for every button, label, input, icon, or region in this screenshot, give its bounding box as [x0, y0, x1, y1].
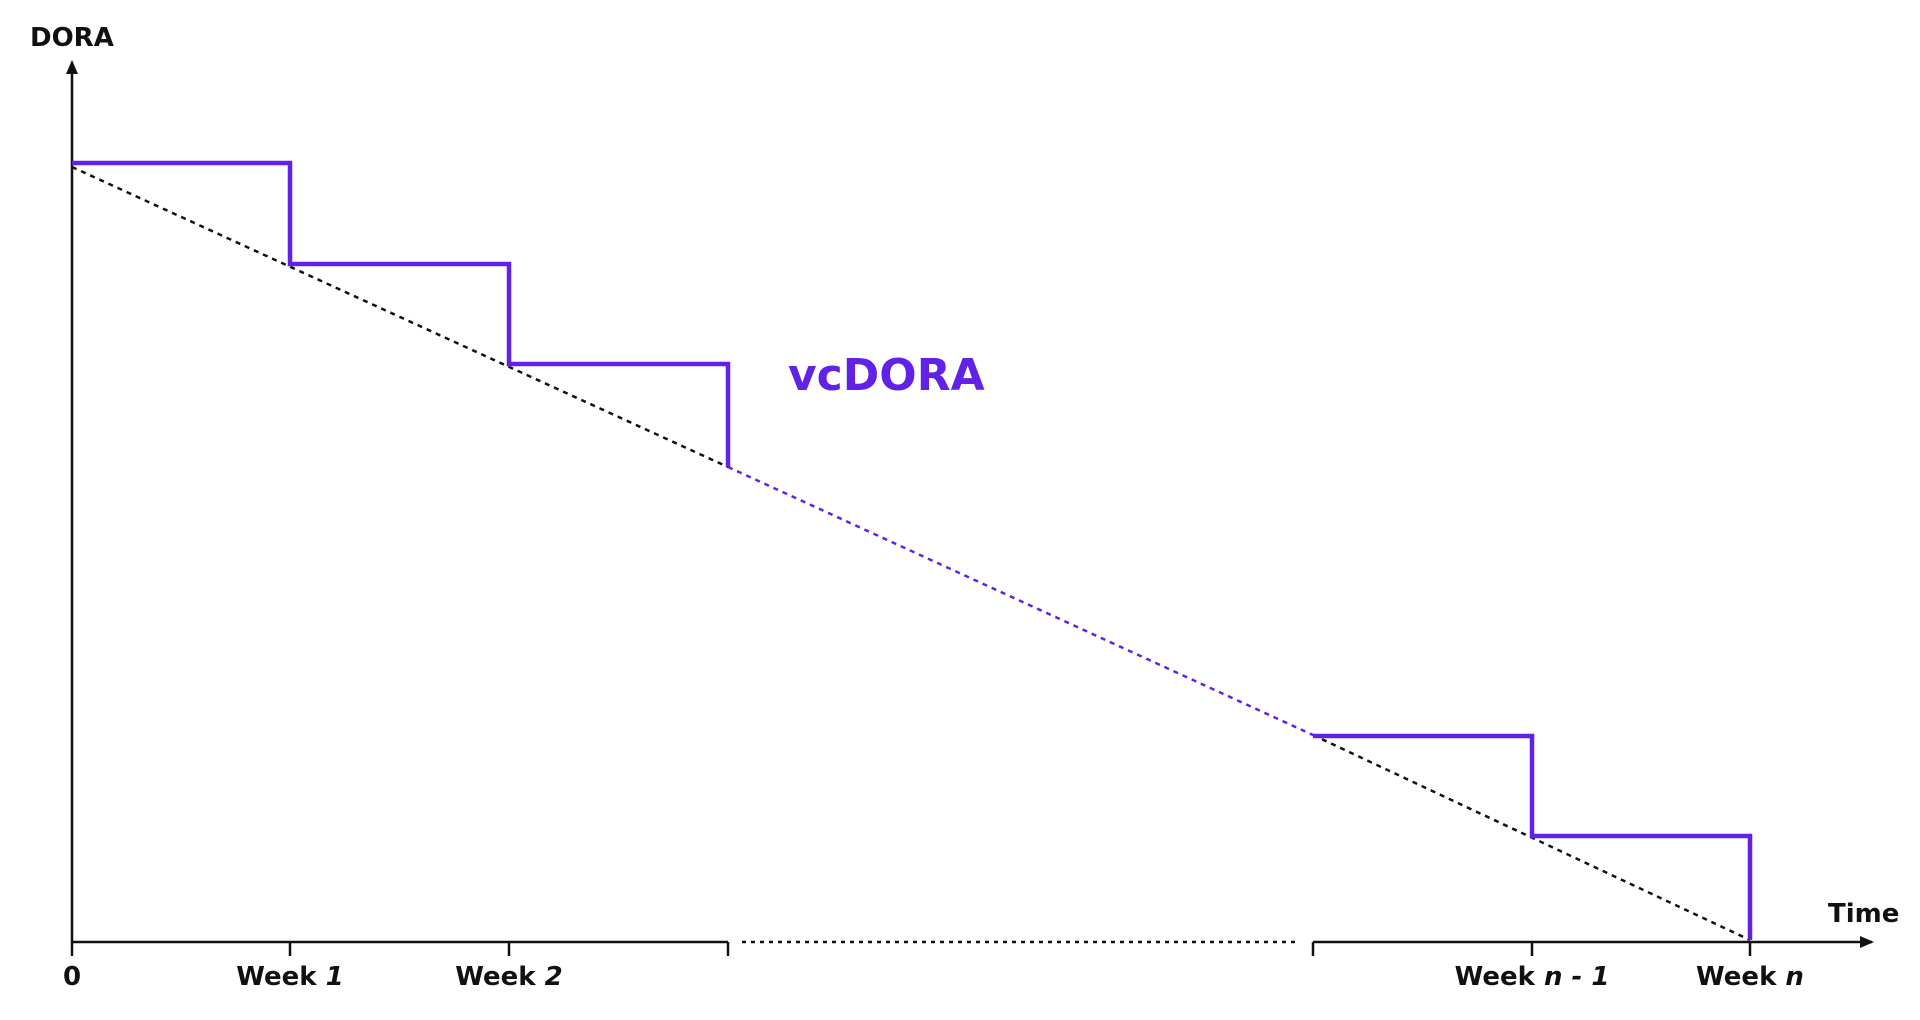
week-prefix: Week [236, 962, 317, 992]
tick-label-week-n-minus-1: Week n - 1 [1455, 962, 1610, 992]
tick-label-week-n: Week n [1696, 962, 1804, 992]
vcdora-steps-right [1313, 733, 1753, 940]
y-axis-label: DORA [30, 23, 114, 53]
week-number: 2 [545, 962, 563, 992]
week-prefix: Week [455, 962, 536, 992]
week-prefix: Week [1455, 962, 1536, 992]
trend-line-middle [727, 465, 1314, 737]
tick-label-week-2: Week 2 [455, 962, 562, 992]
week-number: n [1785, 962, 1804, 992]
tick-label-origin: 0 [63, 962, 81, 992]
vcdora-steps-left [72, 160, 731, 467]
vcdora-label: vcDORA [788, 350, 985, 401]
trend-line-left [71, 165, 729, 469]
week-number: n - 1 [1544, 962, 1610, 992]
tick-label-week-1: Week 1 [236, 962, 343, 992]
week-prefix: Week [1696, 962, 1777, 992]
x-axis-label: Time [1828, 899, 1899, 929]
week-number: 1 [326, 962, 344, 992]
